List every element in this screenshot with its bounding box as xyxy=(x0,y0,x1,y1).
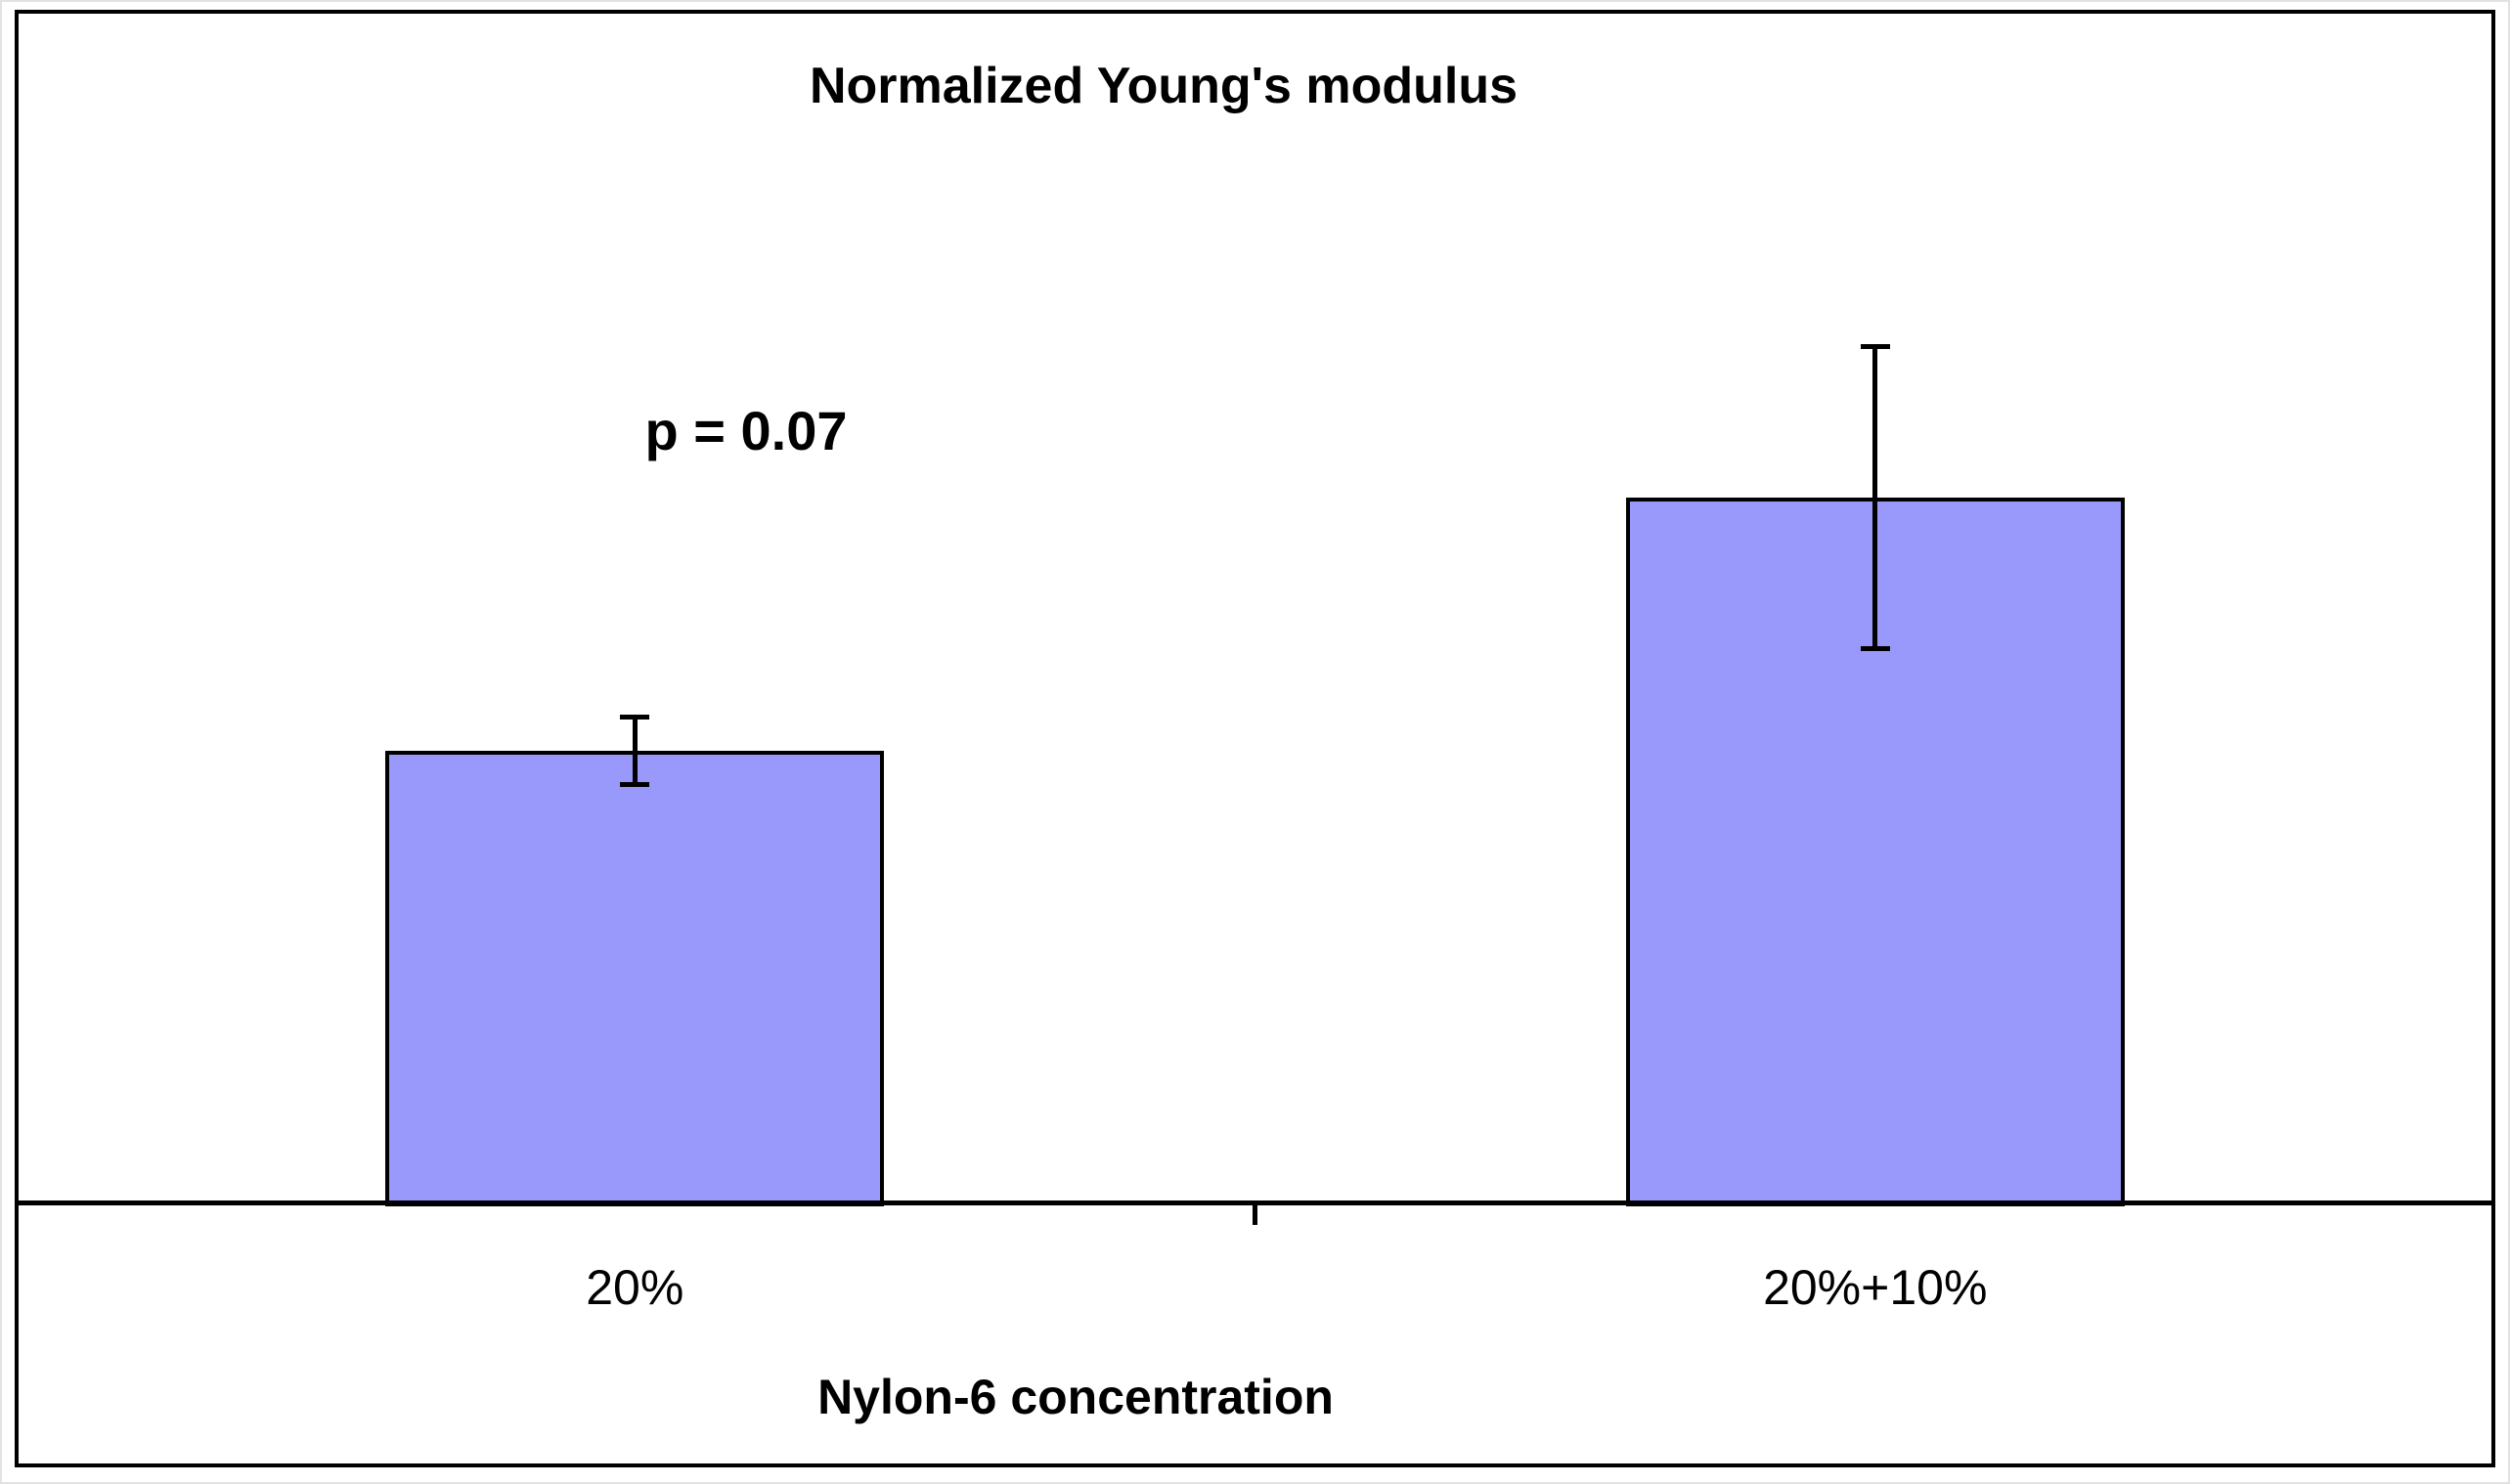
error-bar-cap-bottom-20%+10% xyxy=(1860,646,1890,652)
p-value-annotation: p = 0.07 xyxy=(644,400,848,461)
error-bar-cap-bottom-20% xyxy=(620,781,650,787)
error-bar-line-20%+10% xyxy=(1872,344,1878,652)
error-bar-cap-top-20% xyxy=(620,715,650,720)
x-axis-center-tick xyxy=(1253,1202,1257,1225)
x-tick-label-20%+10%: 20%+10% xyxy=(1763,1260,1988,1315)
error-bar-line-20% xyxy=(632,715,638,787)
x-axis-title: Nylon-6 concentration xyxy=(817,1370,1334,1424)
x-tick-label-20%: 20% xyxy=(586,1260,684,1315)
error-bar-cap-top-20%+10% xyxy=(1860,344,1890,350)
chart-title: Normalized Young's modulus xyxy=(809,58,1519,114)
bar-20% xyxy=(385,751,885,1206)
